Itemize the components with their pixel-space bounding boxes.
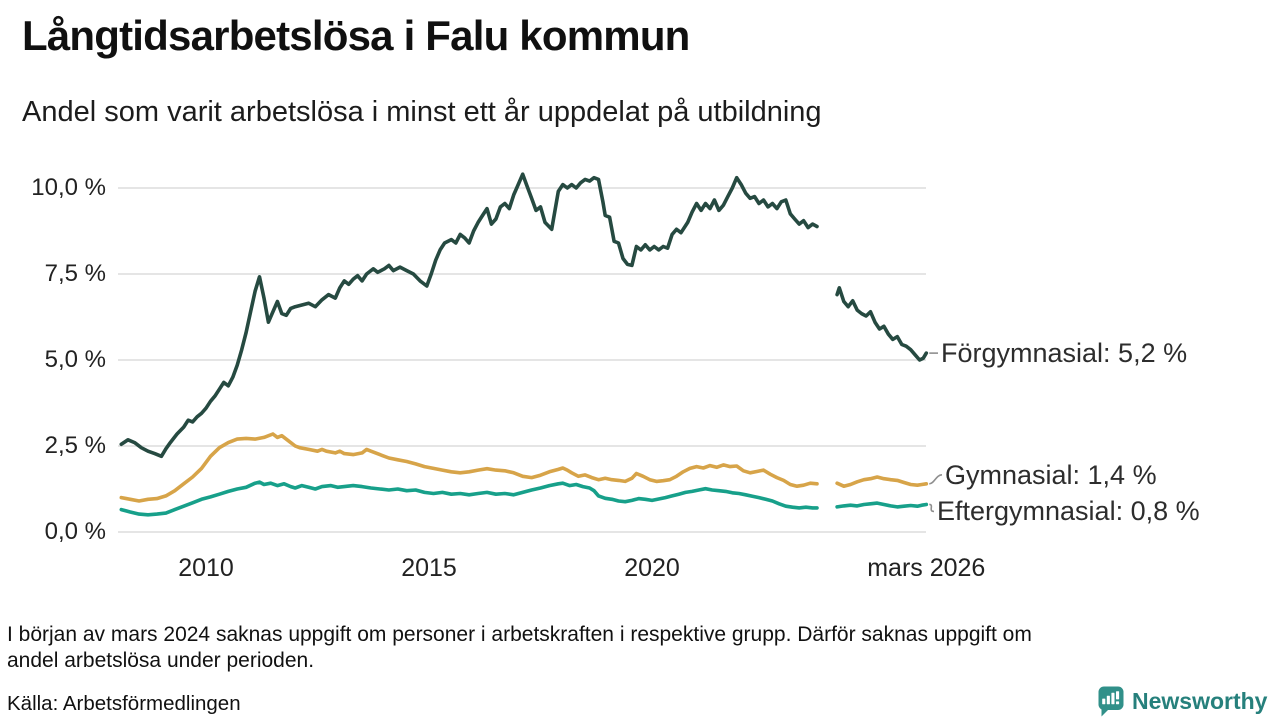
x-tick-label: 2020	[624, 554, 680, 582]
page-title: Långtidsarbetslösa i Falu kommun	[22, 12, 690, 59]
series-line-gymnasial	[119, 432, 819, 503]
series-line-eftergymnasial	[835, 501, 929, 509]
source-text: Källa: Arbetsförmedlingen	[7, 692, 241, 715]
series-line-forgymnasial	[835, 285, 929, 362]
y-tick-label: 7,5 %	[44, 260, 106, 287]
y-tick-label: 5,0 %	[44, 346, 106, 373]
label-connector	[929, 503, 935, 513]
y-tick-label: 10,0 %	[31, 174, 106, 201]
label-connector	[929, 474, 943, 485]
series-line-eftergymnasial	[119, 480, 819, 517]
footnote-line-2: andel arbetslösa under perioden.	[7, 649, 315, 672]
series-label-2: Eftergymnasial: 0,8 %	[937, 496, 1200, 527]
x-tick-label: mars 2026	[867, 554, 986, 582]
series-label-1: Gymnasial: 1,4 %	[945, 459, 1157, 490]
page-subtitle: Andel som varit arbetslösa i minst ett å…	[22, 96, 822, 128]
brand-name: Newsworthy	[1132, 688, 1268, 714]
y-tick-label: 2,5 %	[44, 432, 106, 459]
newsworthy-logo: Newsworthy	[1098, 686, 1267, 717]
series-line-forgymnasial	[119, 172, 819, 459]
footnote-line-1: I början av mars 2024 saknas uppgift om …	[7, 623, 1032, 646]
x-tick-label: 2015	[401, 554, 457, 582]
newsworthy-speech-bubble-chart-icon	[1098, 686, 1124, 717]
x-tick-label: 2010	[178, 554, 234, 582]
series-line-gymnasial	[835, 475, 929, 489]
series-label-0: Förgymnasial: 5,2 %	[941, 338, 1188, 369]
y-tick-label: 0,0 %	[44, 518, 106, 545]
